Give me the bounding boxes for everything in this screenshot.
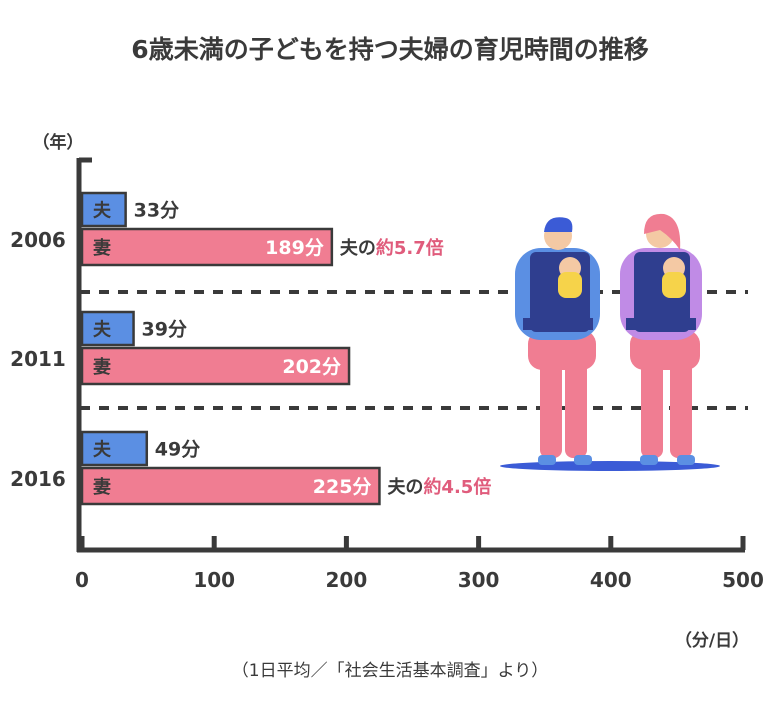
x-axis-label: （分/日） — [675, 630, 749, 651]
x-tick-label: 500 — [722, 568, 764, 592]
series-label: 妻 — [93, 238, 111, 259]
value-label: 189分 — [265, 237, 324, 259]
source-note: （1日平均／「社会生活基本調査」より） — [232, 661, 548, 681]
x-tick-label: 400 — [590, 568, 632, 592]
value-label: 39分 — [142, 319, 187, 341]
y-tick-label: 2016 — [10, 467, 66, 491]
y-axis-label: （年） — [33, 132, 84, 153]
series-label: 夫 — [93, 200, 112, 222]
value-label: 49分 — [155, 439, 200, 461]
y-tick-label: 2011 — [10, 347, 66, 371]
mother-figure — [620, 213, 702, 465]
x-tick-label: 200 — [326, 568, 368, 592]
bar-husband — [80, 310, 135, 347]
x-tick-label: 100 — [193, 568, 235, 592]
series-label: 妻 — [93, 477, 111, 498]
bar-husband — [80, 430, 149, 467]
father-figure — [515, 217, 600, 465]
bar-wife — [80, 346, 351, 386]
series-label: 夫 — [93, 439, 112, 461]
y-tick-label: 2006 — [10, 228, 66, 252]
parents-illustration — [500, 213, 720, 471]
x-tick-label: 0 — [75, 568, 89, 592]
series-label: 夫 — [93, 319, 112, 341]
bar-wife — [80, 466, 381, 506]
value-label: 225分 — [313, 476, 372, 498]
ratio-annotation: 夫の約5.7倍 — [340, 237, 444, 259]
value-label: 202分 — [282, 356, 341, 378]
bar-wife — [80, 227, 334, 267]
series-label: 妻 — [93, 357, 111, 378]
x-tick-label: 300 — [458, 568, 500, 592]
chart-title: 6歳未満の子どもを持つ夫婦の育児時間の推移 — [131, 35, 648, 64]
bar-husband — [80, 191, 127, 228]
ratio-annotation: 夫の約4.5倍 — [387, 476, 491, 498]
value-label: 33分 — [134, 200, 179, 222]
